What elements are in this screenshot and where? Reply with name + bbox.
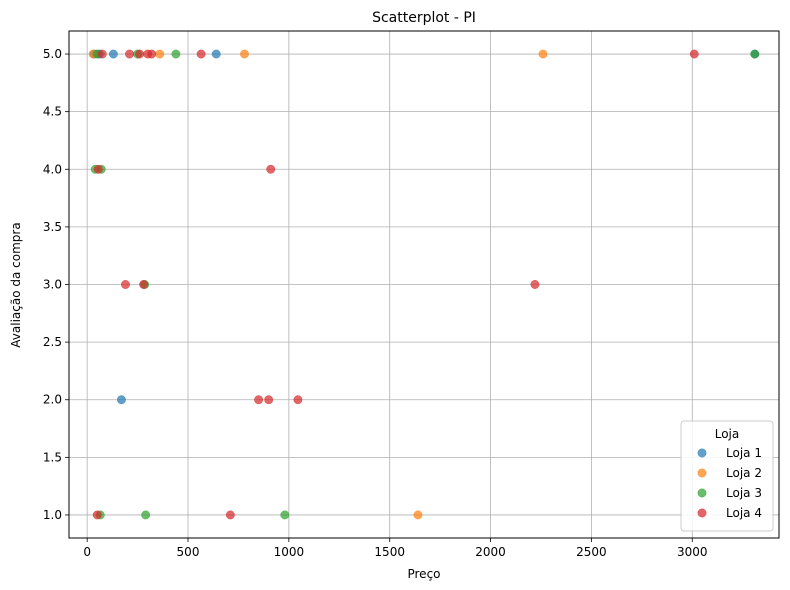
series-loja-4 <box>92 49 699 520</box>
legend-box <box>680 420 774 532</box>
y-tick-label: 2.0 <box>43 393 62 407</box>
x-axis-ticks: 0 500 1000 1500 2000 2500 3000 <box>83 538 708 559</box>
legend-marker <box>697 448 707 458</box>
legend-marker <box>697 468 707 478</box>
x-tick-label: 1500 <box>374 545 405 559</box>
scatter-point <box>211 49 221 59</box>
data-points <box>88 49 760 520</box>
y-tick-label: 2.5 <box>43 335 62 349</box>
x-tick-label: 0 <box>83 545 91 559</box>
chart-title: Scatterplot - PI <box>372 10 476 26</box>
scatter-point <box>225 510 235 520</box>
scatter-point <box>147 49 157 59</box>
scatter-point <box>139 280 149 289</box>
scatter-point <box>155 49 165 59</box>
x-tick-label: 2500 <box>576 545 607 559</box>
scatter-point <box>530 280 540 289</box>
x-tick-label: 1000 <box>274 545 305 559</box>
scatter-point <box>97 49 107 59</box>
scatter-point <box>689 49 699 59</box>
y-tick-label: 4.5 <box>43 105 62 119</box>
scatter-point <box>196 49 206 59</box>
legend-label: Loja 4 <box>726 506 762 520</box>
scatter-point <box>116 395 126 405</box>
scatter-point <box>92 510 102 520</box>
scatter-point <box>264 395 274 405</box>
y-tick-label: 4.0 <box>43 162 62 176</box>
legend-label: Loja 2 <box>726 466 762 480</box>
scatter-point <box>293 395 303 405</box>
scatter-point <box>254 395 264 405</box>
x-axis-label: Preço <box>407 567 440 581</box>
legend-label: Loja 1 <box>726 446 762 460</box>
x-tick-label: 2000 <box>475 545 506 559</box>
scatter-point <box>266 164 276 174</box>
scatter-point <box>121 280 130 289</box>
scatter-point <box>280 510 290 520</box>
legend: Loja Loja 1 Loja 2 Loja 3 Loja 4 <box>680 420 774 532</box>
y-tick-label: 3.0 <box>43 278 62 292</box>
scatter-point <box>171 49 181 59</box>
legend-marker <box>697 508 707 518</box>
scatter-point <box>135 49 145 59</box>
legend-title: Loja <box>715 427 740 441</box>
y-tick-label: 5.0 <box>43 47 62 61</box>
y-tick-label: 3.5 <box>43 220 62 234</box>
legend-entries: Loja 1 Loja 2 Loja 3 Loja 4 <box>697 446 762 520</box>
grid-lines <box>69 31 779 538</box>
y-tick-label: 1.0 <box>43 508 62 522</box>
scatter-point <box>125 49 134 59</box>
scatter-point <box>141 510 151 520</box>
scatter-point <box>750 49 760 59</box>
scatter-point <box>240 49 249 59</box>
x-tick-label: 3000 <box>677 545 708 559</box>
x-tick-label: 500 <box>177 545 200 559</box>
scatter-point <box>93 164 103 174</box>
y-axis-ticks: 1.0 1.5 2.0 2.5 3.0 3.5 4.0 4.5 5.0 <box>43 47 69 522</box>
scatter-point <box>413 510 423 520</box>
legend-label: Loja 3 <box>726 486 762 500</box>
y-axis-label: Avaliação da compra <box>9 222 23 347</box>
scatter-point <box>108 49 118 59</box>
scatter-point <box>538 49 548 59</box>
legend-marker <box>697 488 707 498</box>
y-tick-label: 1.5 <box>43 450 62 464</box>
